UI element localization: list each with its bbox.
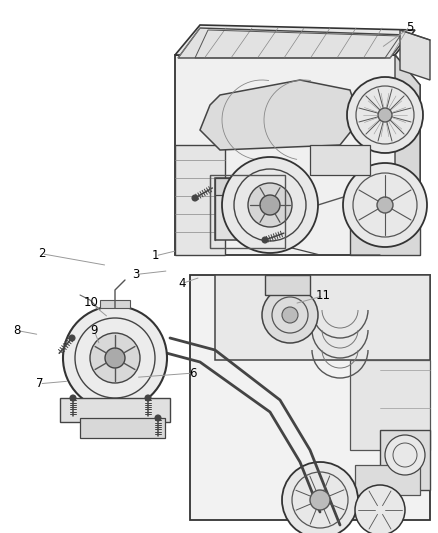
Circle shape <box>90 333 140 383</box>
Circle shape <box>310 490 330 510</box>
Polygon shape <box>350 195 420 255</box>
Polygon shape <box>175 25 415 55</box>
Circle shape <box>155 415 161 421</box>
Circle shape <box>377 197 393 213</box>
Polygon shape <box>215 275 430 360</box>
Polygon shape <box>350 360 430 450</box>
Circle shape <box>343 163 427 247</box>
Polygon shape <box>175 55 420 255</box>
Circle shape <box>69 335 75 341</box>
Circle shape <box>260 195 280 215</box>
Circle shape <box>378 108 392 122</box>
Circle shape <box>222 157 318 253</box>
Polygon shape <box>200 80 360 150</box>
Text: 11: 11 <box>316 289 331 302</box>
Polygon shape <box>380 430 430 490</box>
Circle shape <box>282 307 298 323</box>
Circle shape <box>63 306 167 410</box>
Circle shape <box>192 195 198 201</box>
Circle shape <box>347 77 423 153</box>
Circle shape <box>70 395 76 401</box>
Polygon shape <box>190 275 430 520</box>
Polygon shape <box>310 145 370 175</box>
Polygon shape <box>400 30 430 80</box>
Ellipse shape <box>100 332 130 384</box>
Polygon shape <box>100 300 130 308</box>
Text: 3: 3 <box>132 268 139 281</box>
Polygon shape <box>215 178 275 195</box>
Circle shape <box>262 237 268 243</box>
Polygon shape <box>395 55 420 255</box>
Text: 7: 7 <box>35 377 43 390</box>
Polygon shape <box>178 28 408 58</box>
Text: 1: 1 <box>152 249 159 262</box>
Text: 9: 9 <box>90 324 98 337</box>
Polygon shape <box>80 418 165 438</box>
Text: 5: 5 <box>406 21 413 34</box>
Circle shape <box>385 435 425 475</box>
Polygon shape <box>265 275 310 295</box>
Polygon shape <box>215 178 265 240</box>
Polygon shape <box>215 178 270 188</box>
Circle shape <box>262 287 318 343</box>
Circle shape <box>355 485 405 533</box>
Text: 2: 2 <box>38 247 46 260</box>
Text: 4: 4 <box>178 277 186 290</box>
Circle shape <box>105 348 125 368</box>
Text: 6: 6 <box>189 367 197 379</box>
Circle shape <box>248 183 292 227</box>
Polygon shape <box>60 398 170 422</box>
Text: 8: 8 <box>13 324 20 337</box>
Polygon shape <box>355 465 420 495</box>
Circle shape <box>282 462 358 533</box>
Text: 10: 10 <box>83 296 98 309</box>
Polygon shape <box>175 145 225 255</box>
Circle shape <box>145 395 151 401</box>
